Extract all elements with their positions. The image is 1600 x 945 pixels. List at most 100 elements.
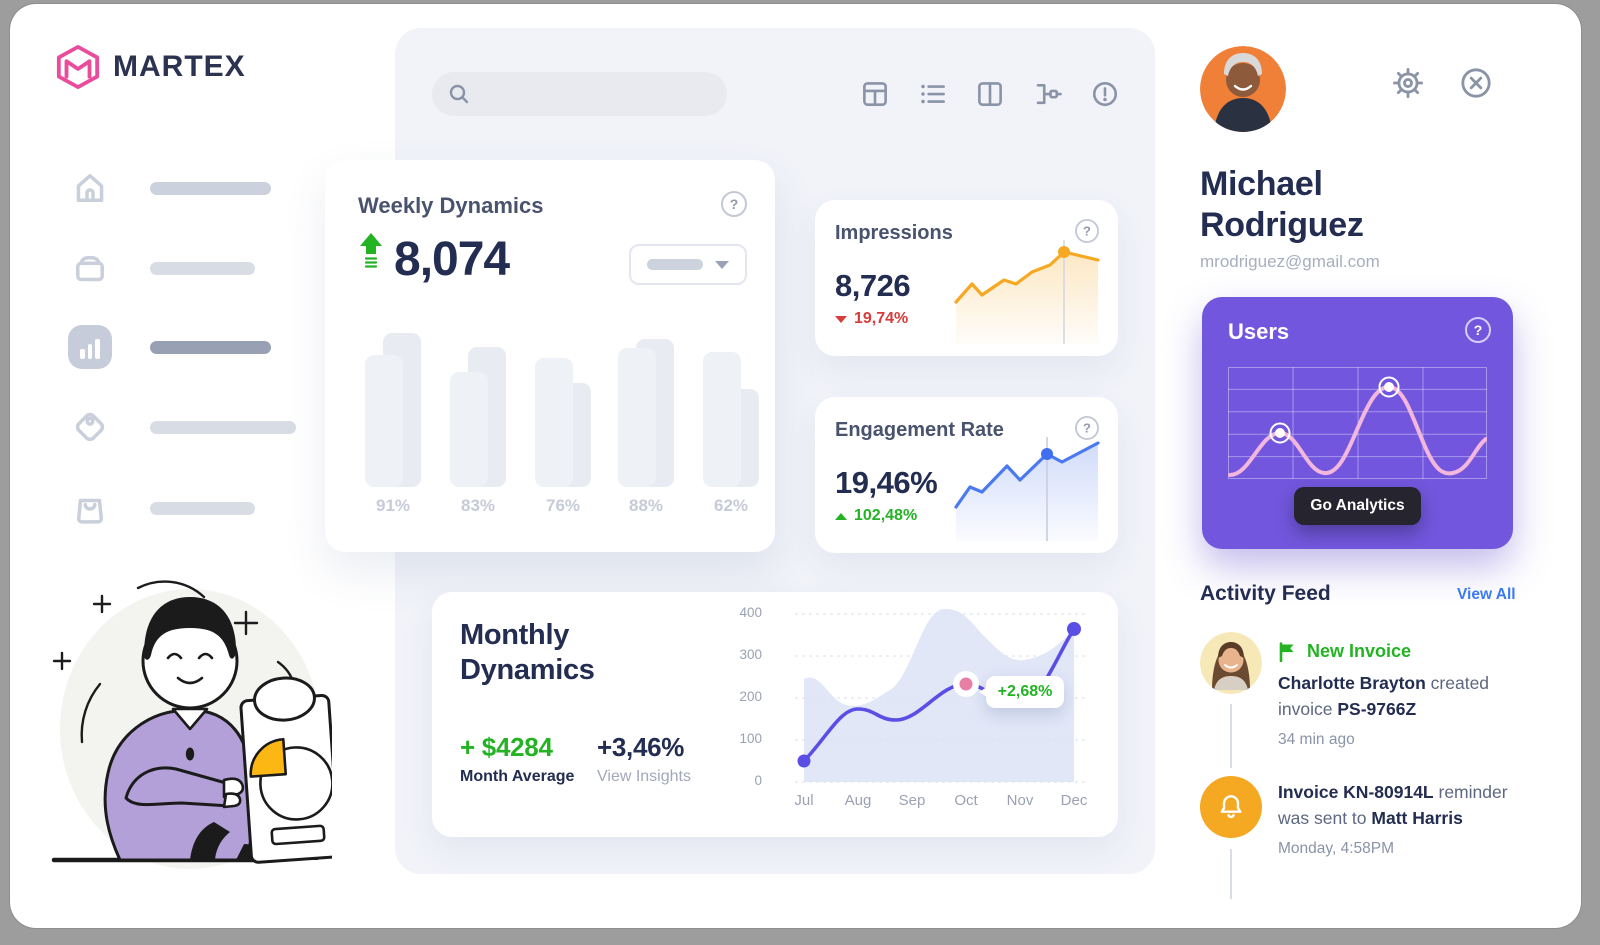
sidebar-item-analytics[interactable] [68,325,271,369]
bar-label: 91% [375,496,411,515]
impressions-value: 8,726 [835,268,911,303]
weekly-dynamics-value: 8,074 [394,233,510,286]
view-switcher [858,76,1122,112]
chart-point-dec [1067,622,1081,636]
chart-point-jul [797,754,811,768]
activity-feed-title: Activity Feed [1200,582,1331,605]
timeline-connector [1230,849,1232,899]
period-select[interactable] [629,244,747,285]
alert-circle-icon[interactable] [1088,77,1122,111]
monthly-dynamics-card: Monthly Dynamics + $4284 Month Average +… [432,592,1118,837]
columns-view-icon[interactable] [973,77,1007,111]
bar-label: 62% [713,496,749,515]
feed-avatar-charlotte [1200,632,1262,694]
shopping-bag-icon [68,486,112,530]
feed-item-time: 34 min ago [1278,731,1355,748]
engagement-sparkline [954,437,1100,541]
flag-icon [1279,641,1294,662]
impressions-title: Impressions [835,222,953,244]
tag-icon [68,405,112,449]
x-tick: Aug [844,792,872,809]
engagement-value: 19,46% [835,465,938,500]
bar-label: 76% [545,496,581,515]
chart-tooltip: +2,68% [979,676,1064,708]
chart-marker-oct[interactable] [959,677,973,691]
close-icon[interactable] [1459,66,1493,100]
reminder-bell-badge [1200,776,1262,838]
select-value-skeleton [647,259,703,270]
feed-item-text[interactable]: Invoice KN-80914L reminder was sent to M… [1278,782,1508,828]
insights-value: +3,46% [597,732,685,762]
settings-gear-icon[interactable] [1391,66,1425,100]
month-average-value: + $4284 [460,732,553,762]
profile-name: Michael Rodriguez [1200,165,1364,244]
chevron-down-icon [715,260,729,269]
y-tick: 400 [739,605,762,620]
analyst-illustration [51,580,332,869]
new-invoice-badge: New Invoice [1278,641,1411,662]
engagement-rate-card: Engagement Rate ? 19,46% 102,48% [815,397,1118,553]
search-icon [449,84,469,104]
home-icon [68,166,112,210]
sidebar-item-shop[interactable] [68,486,255,530]
help-icon[interactable]: ? [1075,219,1099,243]
sidebar-label-skeleton [150,420,296,434]
sidebar-label-skeleton [150,340,271,354]
sidebar-item-orders[interactable] [68,246,255,290]
impressions-sparkline [954,240,1100,344]
sidebar-label-skeleton [150,261,255,275]
y-tick: 300 [739,647,762,662]
triangle-up-icon [835,512,847,520]
search-input[interactable] [478,79,708,109]
drawer-icon [68,246,112,290]
help-icon[interactable]: ? [721,191,747,217]
y-tick: 100 [739,731,762,746]
x-tick: Jul [794,792,814,809]
users-card: Users ? Go Analytics [1202,297,1513,549]
weekly-dynamics-title: Weekly Dynamics [358,193,544,218]
bar-chart-icon [68,325,112,369]
engagement-title: Engagement Rate [835,419,1004,441]
monthly-dynamics-title: Monthly Dynamics [460,619,595,686]
engagement-delta: 102,48% [835,507,917,525]
brand-name: MARTEX [113,50,246,83]
sidebar-item-home[interactable] [68,166,271,210]
bell-icon [1220,795,1242,819]
app-window: MARTEX [10,4,1581,928]
x-tick: Oct [954,792,978,809]
y-tick: 0 [754,773,762,788]
bar-label: 88% [628,496,664,515]
triangle-down-icon [835,315,847,323]
help-icon[interactable]: ? [1075,416,1099,440]
profile-email: mrodriguez@gmail.com [1200,252,1380,271]
search-bar[interactable] [432,72,727,116]
view-all-link[interactable]: View All [1457,586,1516,603]
month-average-label: Month Average [460,768,575,785]
sidebar-item-tags[interactable] [68,405,296,449]
impressions-card: Impressions ? 8,726 19,74% [815,200,1118,356]
users-title: Users [1228,319,1290,344]
view-insights-link[interactable]: View Insights [597,768,691,785]
bar-label: 83% [460,496,496,515]
x-tick: Dec [1060,792,1088,809]
sidebar-label-skeleton [150,501,255,515]
x-tick: Sep [898,792,926,809]
profile-avatar[interactable] [1200,46,1286,132]
brand-logo[interactable]: MARTEX [55,44,246,90]
users-wave-chart [1228,367,1487,479]
impressions-delta: 19,74% [835,310,908,328]
go-analytics-button[interactable]: Go Analytics [1294,487,1421,525]
y-tick: 200 [739,689,762,704]
growth-arrow-icon [360,233,382,268]
sidebar-label-skeleton [150,181,271,195]
martex-logo-icon [56,44,100,90]
feed-item-text[interactable]: Charlotte Brayton created invoice PS-976… [1278,673,1490,719]
x-tick: Nov [1006,792,1034,809]
weekly-dynamics-card: Weekly Dynamics ? 8,074 [325,160,775,552]
flow-merge-icon[interactable] [1031,77,1065,111]
table-view-icon[interactable] [858,77,892,111]
help-icon[interactable]: ? [1465,317,1491,343]
timeline-connector [1230,704,1232,768]
list-view-icon[interactable] [916,77,950,111]
